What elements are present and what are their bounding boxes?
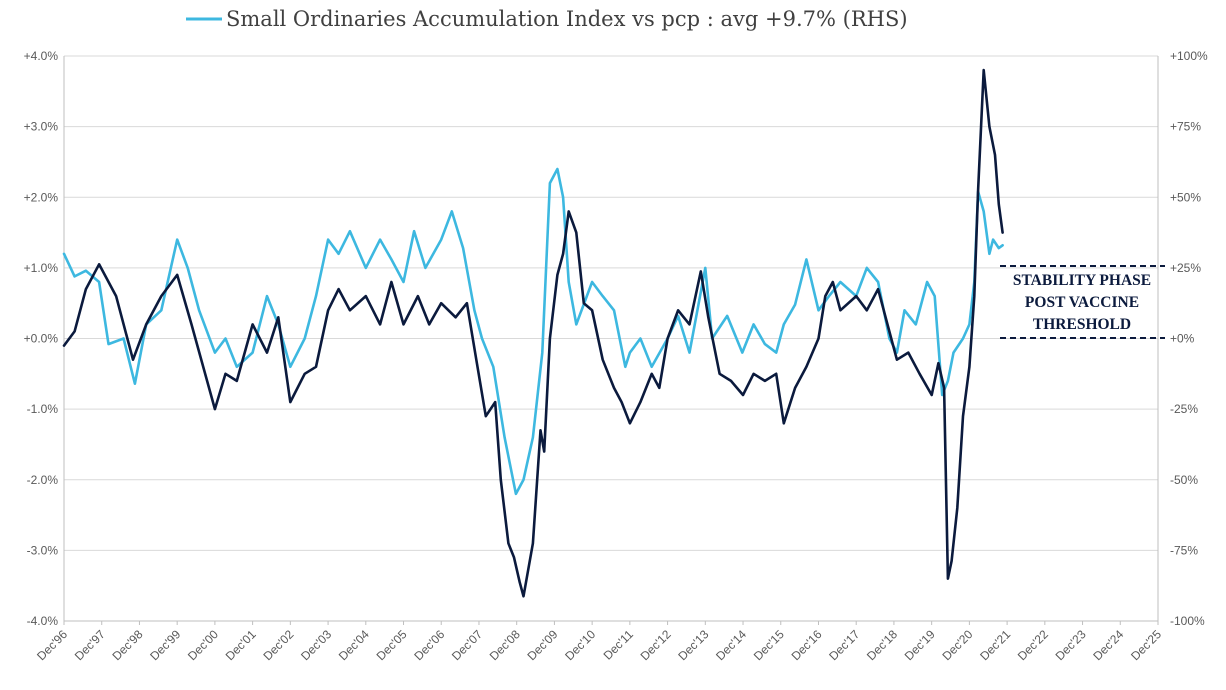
- left-tick-label: +2.0%: [24, 190, 59, 204]
- x-tick-label: Dec'20: [939, 627, 975, 663]
- gridlines: [64, 55, 1158, 622]
- x-tick-label: Dec'15: [751, 627, 787, 663]
- x-tick-label: Dec'99: [147, 627, 183, 663]
- left-axis-ticks: +4.0% +3.0% +2.0% +1.0% +0.0% -1.0% -2.0% -3.0%…: [24, 49, 59, 628]
- left-tick-label: -1.0%: [27, 402, 59, 416]
- axes: [63, 56, 1159, 622]
- x-tick-label: Dec'17: [826, 627, 862, 663]
- x-tick-label: Dec'21: [977, 627, 1013, 663]
- right-tick-label: +100%: [1170, 49, 1208, 63]
- x-tick-label: Dec'24: [1090, 627, 1126, 663]
- x-tick-label: Dec'10: [562, 627, 598, 663]
- left-tick-label: +1.0%: [24, 261, 59, 275]
- right-tick-label: +75%: [1170, 120, 1201, 134]
- x-tick-label: Dec'97: [72, 627, 108, 663]
- x-tick-label: Dec'25: [1128, 627, 1164, 663]
- series-line-1: [62, 68, 1004, 598]
- x-tick-label: Dec'04: [336, 627, 372, 663]
- legend: Small Ordinaries Accumulation Index vs p…: [186, 7, 908, 31]
- right-tick-label: +50%: [1170, 190, 1201, 204]
- x-tick-label: Dec'19: [902, 627, 938, 663]
- left-tick-label: +3.0%: [24, 120, 59, 134]
- x-tick-label: Dec'01: [223, 627, 259, 663]
- x-tick-label: Dec'98: [110, 627, 146, 663]
- x-tick-label: Dec'09: [524, 627, 560, 663]
- x-tick-label: Dec'16: [789, 627, 825, 663]
- right-tick-label: -75%: [1170, 543, 1198, 557]
- legend-label: Small Ordinaries Accumulation Index vs p…: [226, 7, 908, 31]
- x-tick-label: Dec'08: [487, 627, 523, 663]
- x-tick-label: Dec'07: [449, 627, 485, 663]
- x-tick-label: Dec'22: [1015, 627, 1051, 663]
- left-tick-label: -2.0%: [27, 473, 59, 487]
- x-tick-label: Dec'12: [638, 627, 674, 663]
- x-tick-label: Dec'18: [864, 627, 900, 663]
- x-tick-label: Dec'23: [1053, 627, 1089, 663]
- left-tick-label: +4.0%: [24, 49, 59, 63]
- annotation-line-2: POST VACCINE: [1025, 294, 1139, 311]
- x-tick-label: Dec'11: [601, 627, 637, 663]
- annotation-line-3: THRESHOLD: [1033, 316, 1131, 333]
- series-line-2: [62, 167, 1004, 496]
- x-tick-label: Dec'14: [713, 627, 749, 663]
- right-tick-label: -25%: [1170, 402, 1198, 416]
- right-tick-label: -50%: [1170, 473, 1198, 487]
- left-tick-label: -4.0%: [27, 614, 59, 628]
- x-tick-label: Dec'03: [298, 627, 334, 663]
- series-layer: [62, 68, 1004, 598]
- x-tick-label: Dec'05: [374, 627, 410, 663]
- left-tick-label: +0.0%: [24, 332, 59, 346]
- right-tick-label: +25%: [1170, 261, 1201, 275]
- x-tick-label: Dec'02: [260, 627, 296, 663]
- left-tick-label: -3.0%: [27, 543, 59, 557]
- annotation-line-1: STABILITY PHASE: [1013, 272, 1151, 289]
- x-tick-label: Dec'06: [411, 627, 447, 663]
- annotation-box: STABILITY PHASE POST VACCINE THRESHOLD: [1000, 265, 1165, 339]
- x-tick-label: Dec'96: [34, 627, 70, 663]
- right-axis-ticks: +100% +75% +50% +25% +0% -25% -50% -75% -100%: [1170, 49, 1208, 628]
- right-tick-label: -100%: [1170, 614, 1205, 628]
- right-tick-label: +0%: [1170, 332, 1195, 346]
- x-tick-label: Dec'13: [675, 627, 711, 663]
- x-axis-ticks: Dec'96 Dec'97 Dec'98 Dec'99 Dec'00 Dec'01 Dec'…: [34, 621, 1164, 663]
- x-tick-label: Dec'00: [185, 627, 221, 663]
